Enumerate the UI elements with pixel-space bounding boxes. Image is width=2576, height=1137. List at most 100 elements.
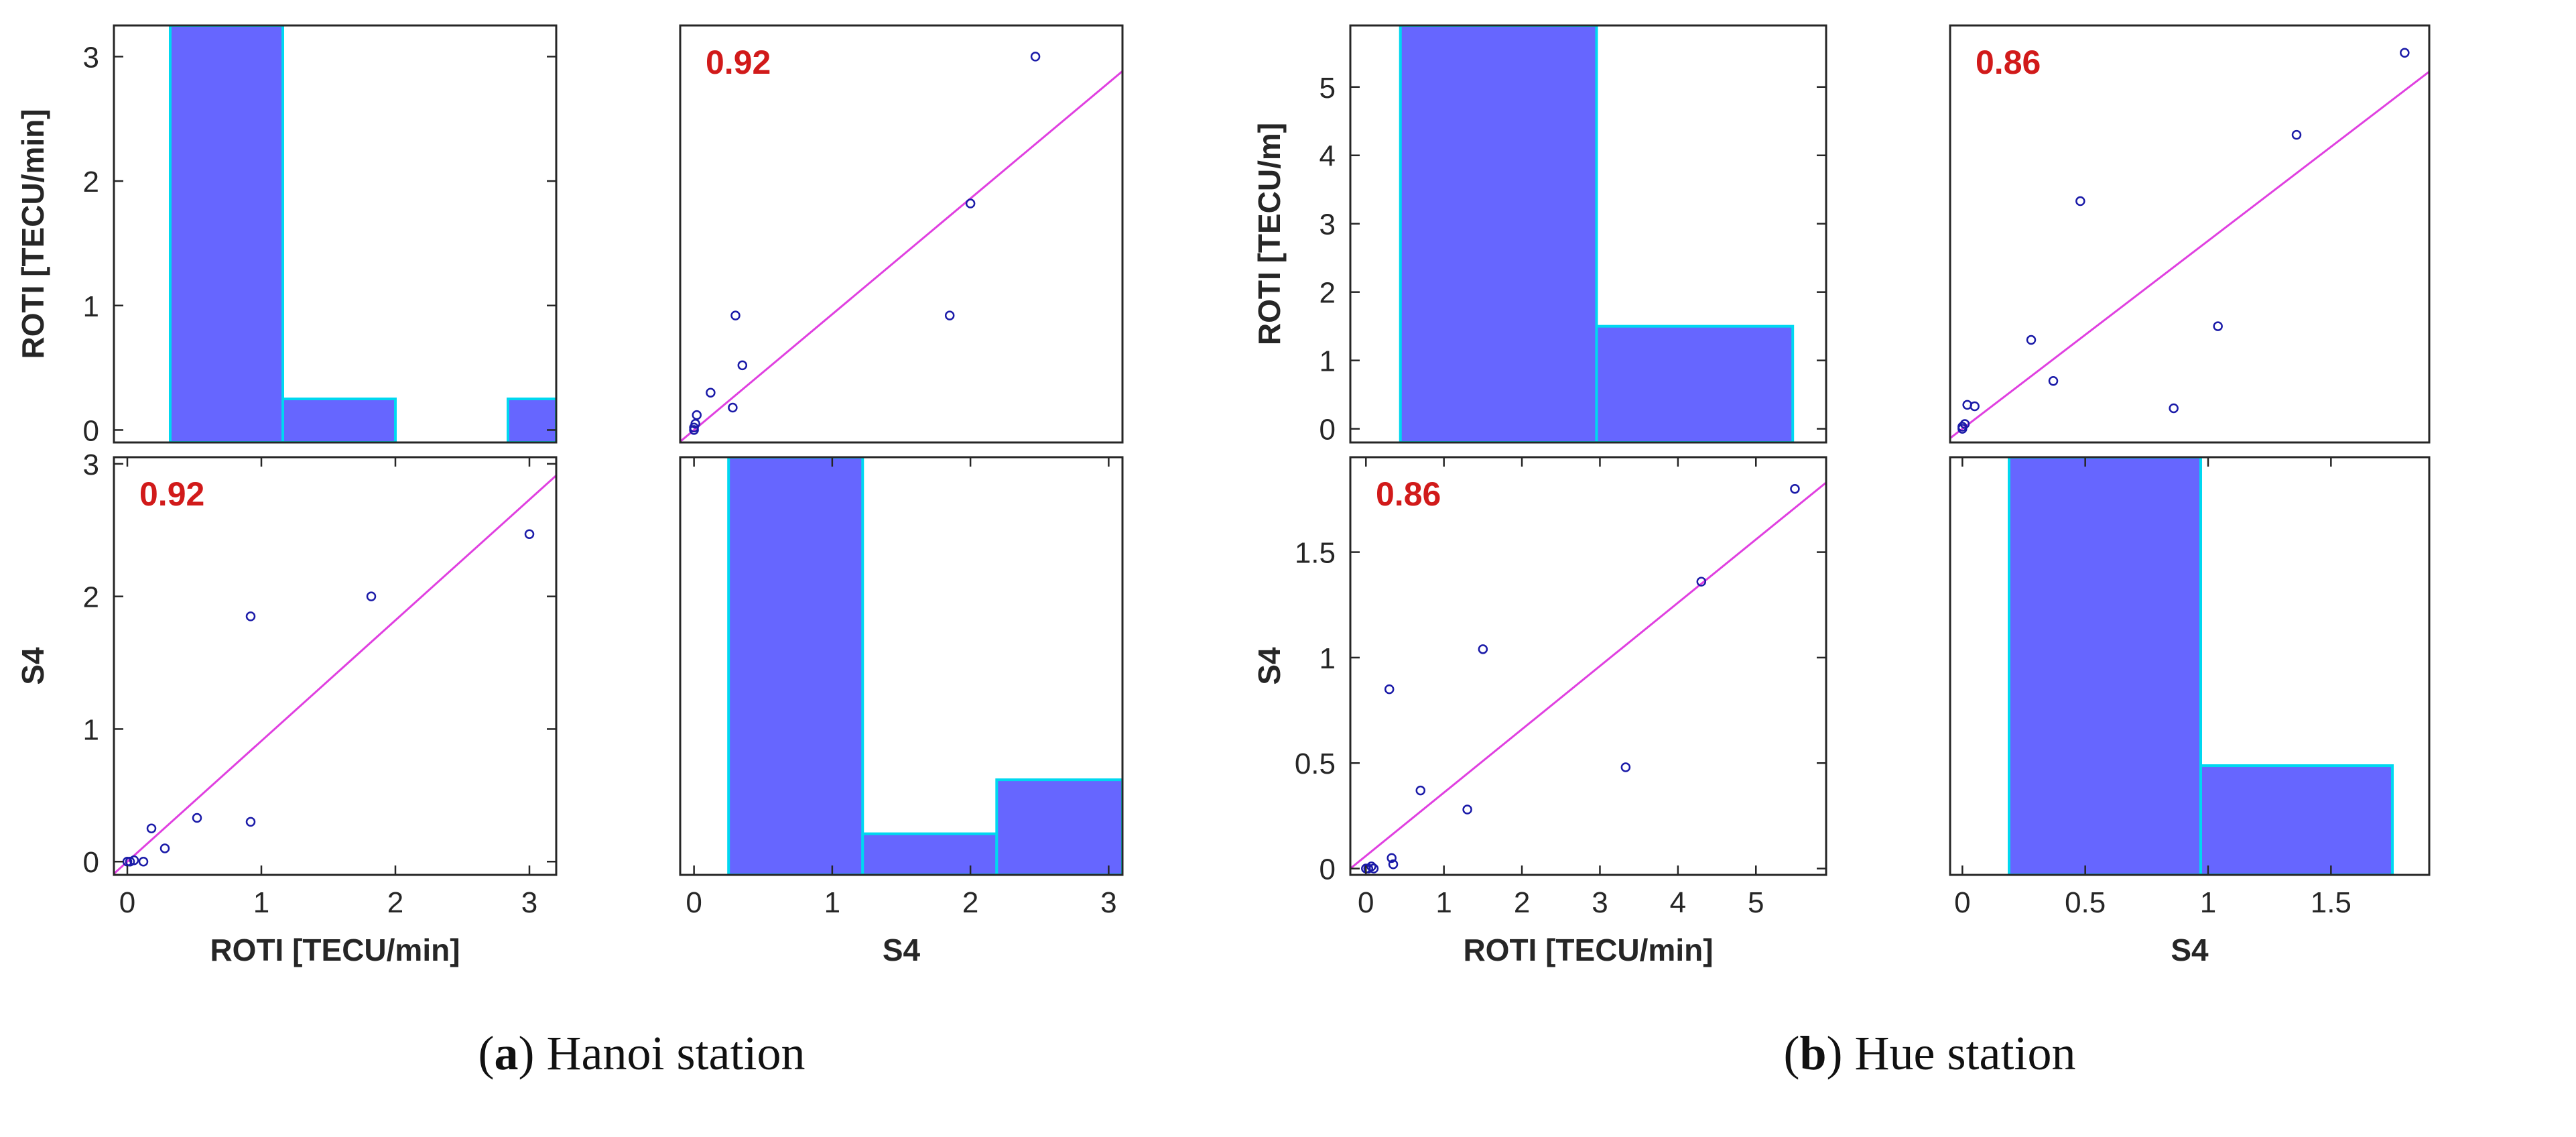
scatter-point — [2213, 321, 2223, 331]
plot-area — [114, 475, 556, 875]
y-axis-label: ROTI [TECU/m] — [1252, 123, 1287, 345]
scatter-point — [706, 387, 716, 398]
hue-roti-vs-s4-scatter: 0.86 — [1949, 24, 2431, 444]
hue-station-matrix: 0 1 2 3 4 5 ROTI [TECU/m] 0.86 0.86 0 0.5 1 1.5 0 1 2… — [1252, 24, 2431, 967]
scatter-point — [690, 418, 700, 429]
x-tick-label: 1 — [824, 886, 840, 919]
hue-s4-histogram: 0 0.5 1 1.5 S4 — [1949, 456, 2431, 967]
regression-line — [1950, 70, 2429, 439]
x-axis-label: ROTI [TECU/min] — [210, 933, 460, 967]
scatter-point — [2075, 196, 2085, 206]
y-tick-label: 3 — [1319, 208, 1336, 241]
y-tick-label: 0 — [1319, 853, 1336, 886]
caption-close: ) — [1826, 1026, 1843, 1080]
scatter-point — [524, 529, 535, 539]
scatter-point — [1384, 684, 1395, 695]
caption-letter: a — [494, 1026, 519, 1080]
x-tick-label: 1 — [1435, 886, 1452, 919]
scatter-point — [1970, 401, 1980, 412]
scatter-point — [2048, 375, 2059, 386]
scatter-point — [1388, 859, 1399, 870]
correlation-label: 0.92 — [139, 475, 204, 513]
plot-area — [1350, 481, 1826, 874]
scatter-point — [1030, 52, 1041, 62]
scatter-point — [1478, 644, 1488, 654]
axes-frame — [1949, 24, 2431, 444]
histogram-bar — [1399, 25, 1598, 442]
plot-area — [727, 457, 1122, 875]
histogram-bar — [507, 398, 556, 442]
caption-open: ( — [478, 1026, 495, 1080]
correlation-label: 0.92 — [706, 44, 771, 81]
scatter-point — [1366, 861, 1376, 872]
scatter-point — [1959, 419, 1970, 429]
y-tick-label: 3 — [83, 448, 99, 481]
histogram-bar — [169, 25, 284, 442]
y-tick-label: 1 — [83, 290, 99, 323]
y-tick-label: 1.5 — [1295, 537, 1336, 570]
histogram-bar — [2199, 764, 2394, 875]
y-axis-label: S4 — [1252, 647, 1287, 685]
axes-frame — [1349, 456, 1827, 876]
scatter-point — [1957, 422, 1968, 432]
axes-frame — [679, 24, 1124, 444]
scatter-point — [2400, 48, 2410, 58]
y-tick-label: 2 — [83, 581, 99, 614]
hanoi-s4-vs-roti-scatter: 0.92 0 1 2 3 0 1 2 3 S4 ROTI [TECU/min] — [15, 448, 558, 967]
x-tick-label: 5 — [1748, 886, 1764, 919]
plot-area — [1950, 48, 2429, 439]
x-tick-label: 1.5 — [2311, 886, 2352, 919]
x-tick-label: 0 — [686, 886, 702, 919]
scatter-point — [2169, 403, 2179, 414]
scatter-point — [366, 591, 377, 601]
hanoi-s4-histogram: 0 1 2 3 S4 — [679, 456, 1124, 967]
x-tick-label: 1 — [2200, 886, 2216, 919]
scatter-point — [245, 611, 256, 621]
scatter-point — [1462, 804, 1472, 815]
scatter-point — [159, 843, 170, 853]
y-tick-label: 2 — [1319, 277, 1336, 310]
y-axis-label: S4 — [15, 647, 50, 685]
axes-frame — [1949, 456, 2431, 876]
scatter-point — [1368, 863, 1379, 874]
x-tick-label: 2 — [387, 886, 403, 919]
scatter-point — [1620, 762, 1631, 772]
y-tick-label: 1 — [1319, 345, 1336, 378]
y-tick-label: 1 — [83, 713, 99, 746]
plot-area — [2008, 457, 2394, 875]
x-axis-label: ROTI [TECU/min] — [1463, 933, 1713, 967]
x-tick-label: 0.5 — [2065, 886, 2106, 919]
x-tick-label: 3 — [1592, 886, 1608, 919]
hanoi-roti-histogram: 0 1 2 3 ROTI [TECU/min] — [15, 24, 558, 447]
scatter-point — [730, 310, 740, 320]
scatter-point — [192, 813, 202, 823]
axes-frame — [113, 24, 558, 444]
plot-area — [169, 25, 556, 442]
x-tick-label: 0 — [1954, 886, 1970, 919]
caption-hanoi: (a) Hanoi station — [0, 1026, 1283, 1081]
histogram-bar — [995, 778, 1122, 875]
y-tick-label: 0 — [1319, 414, 1336, 446]
y-tick-label: 2 — [83, 166, 99, 198]
caption-text: Hue station — [1842, 1026, 2076, 1080]
scatter-point — [728, 402, 738, 413]
histogram-bar — [2008, 457, 2202, 875]
y-tick-label: 0 — [83, 846, 99, 879]
scatter-point — [245, 817, 256, 827]
regression-line — [114, 475, 556, 875]
x-tick-label: 0 — [1358, 886, 1374, 919]
scatter-point — [1790, 483, 1800, 494]
axes-frame — [679, 456, 1124, 876]
hanoi-roti-vs-s4-scatter: 0.92 — [679, 24, 1124, 444]
histogram-bar — [727, 457, 864, 875]
y-tick-label: 3 — [83, 41, 99, 74]
correlation-label: 0.86 — [1376, 475, 1441, 513]
x-tick-label: 1 — [253, 886, 269, 919]
scatter-point — [129, 855, 139, 865]
y-tick-label: 1 — [1319, 642, 1336, 675]
scatter-point — [2026, 335, 2037, 345]
hue-s4-vs-roti-scatter: 0.86 0 0.5 1 1.5 0 1 2 3 4 5 S4 ROTI [TECU/min] — [1252, 456, 1827, 967]
hue-roti-histogram: 0 1 2 3 4 5 ROTI [TECU/m] — [1252, 24, 1827, 446]
